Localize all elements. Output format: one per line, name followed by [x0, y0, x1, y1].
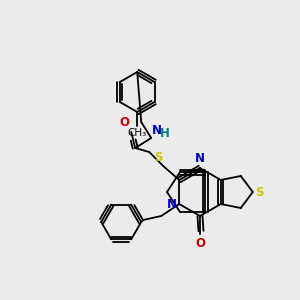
- Text: N: N: [167, 197, 177, 211]
- Text: N: N: [195, 152, 205, 165]
- Text: H: H: [160, 127, 170, 140]
- Text: S: S: [255, 185, 263, 199]
- Text: S: S: [154, 151, 162, 164]
- Text: N: N: [152, 124, 162, 137]
- Text: O: O: [119, 116, 129, 129]
- Text: CH₃: CH₃: [128, 128, 147, 138]
- Text: O: O: [195, 237, 205, 250]
